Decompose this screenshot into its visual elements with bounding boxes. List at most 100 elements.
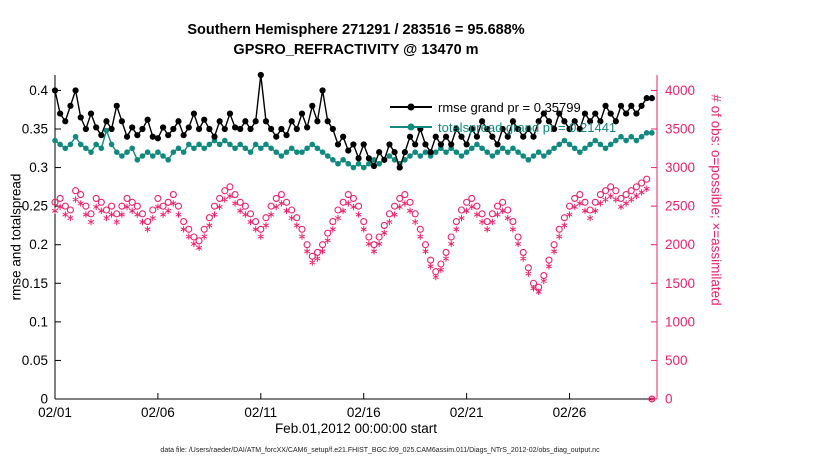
totalspread-marker bbox=[335, 160, 341, 167]
rmse-marker bbox=[576, 125, 583, 133]
x-tick-label: 02/21 bbox=[450, 405, 484, 420]
rmse-marker bbox=[612, 118, 619, 125]
totalspread-marker bbox=[638, 133, 645, 140]
totalspread-marker bbox=[191, 145, 197, 152]
totalspread-marker bbox=[330, 157, 336, 163]
possible-obs-marker bbox=[545, 256, 553, 264]
totalspread-marker bbox=[355, 160, 362, 167]
totalspread-marker bbox=[592, 137, 599, 144]
rmse-marker bbox=[314, 118, 321, 125]
rmse-marker bbox=[129, 124, 136, 131]
rmse-marker bbox=[293, 125, 300, 133]
rmse-marker bbox=[355, 155, 362, 162]
possible-obs-marker bbox=[421, 241, 430, 249]
right-y-tick-label: 2500 bbox=[665, 199, 695, 214]
rmse-marker bbox=[602, 102, 609, 109]
totalspread-marker bbox=[468, 145, 475, 152]
rmse-marker bbox=[298, 110, 306, 117]
totalspread-marker bbox=[196, 141, 202, 148]
rmse-marker bbox=[252, 118, 259, 125]
possible-obs-marker bbox=[576, 191, 584, 199]
possible-obs-marker bbox=[524, 264, 532, 272]
rmse-marker bbox=[545, 118, 553, 125]
rmse-marker bbox=[113, 102, 120, 109]
rmse-marker bbox=[123, 133, 131, 140]
possible-obs-marker bbox=[180, 218, 188, 226]
totalspread-marker bbox=[417, 153, 424, 159]
possible-obs-marker bbox=[457, 206, 466, 214]
rmse-marker bbox=[72, 87, 79, 94]
totalspread-marker bbox=[479, 145, 485, 152]
rmse-marker bbox=[324, 118, 331, 125]
totalspread-marker bbox=[309, 141, 316, 148]
rmse-marker bbox=[216, 118, 223, 125]
x-tick-label: 02/16 bbox=[347, 405, 381, 420]
rmse-marker bbox=[304, 124, 311, 131]
rmse-marker bbox=[587, 118, 594, 125]
rmse-marker bbox=[448, 141, 455, 148]
totalspread-marker bbox=[422, 149, 429, 155]
rmse-marker bbox=[134, 132, 141, 139]
rmse-marker bbox=[633, 110, 640, 117]
rmse-marker bbox=[391, 149, 398, 156]
totalspread-marker bbox=[535, 149, 542, 155]
totalspread-marker bbox=[458, 153, 465, 159]
possible-obs-marker bbox=[627, 187, 635, 195]
possible-obs-marker bbox=[565, 202, 574, 210]
totalspread-marker bbox=[247, 149, 254, 155]
rmse-marker bbox=[51, 87, 59, 94]
totalspread-marker bbox=[597, 141, 604, 148]
possible-obs-marker bbox=[427, 256, 435, 264]
right-y-tick-label: 1500 bbox=[665, 276, 695, 291]
legend-item-rmse: rmse grand pr = 0.35799 bbox=[390, 97, 616, 117]
rmse-marker bbox=[365, 155, 372, 162]
rmse-marker bbox=[597, 118, 604, 125]
totalspread-marker bbox=[119, 153, 125, 159]
rmse-marker bbox=[108, 125, 115, 133]
totalspread-marker bbox=[366, 160, 372, 167]
totalspread-marker bbox=[83, 145, 89, 152]
totalspread-marker bbox=[134, 157, 141, 163]
possible-obs-marker bbox=[380, 221, 388, 229]
left-y-tick-label: 0.15 bbox=[22, 276, 48, 291]
totalspread-marker bbox=[643, 130, 650, 136]
rmse-marker bbox=[334, 141, 342, 148]
right-y-tick-label: 2000 bbox=[665, 237, 695, 252]
possible-obs-marker bbox=[473, 202, 481, 210]
rmse-marker bbox=[103, 118, 110, 125]
possible-obs-marker bbox=[370, 241, 378, 249]
totalspread-marker bbox=[407, 153, 413, 159]
possible-obs-marker bbox=[56, 194, 64, 202]
totalspread-marker bbox=[288, 145, 295, 152]
rmse-marker bbox=[381, 156, 388, 163]
possible-obs-marker bbox=[293, 214, 301, 222]
rmse-marker bbox=[643, 95, 650, 102]
totalspread-marker bbox=[227, 141, 233, 148]
rmse-marker bbox=[67, 102, 74, 109]
rmse-marker bbox=[638, 102, 645, 109]
rmse-marker bbox=[149, 133, 156, 140]
rmse-marker bbox=[550, 125, 558, 133]
rmse-marker bbox=[201, 116, 208, 123]
totalspread-marker bbox=[453, 149, 460, 155]
possible-obs-marker bbox=[164, 198, 172, 206]
possible-obs-marker bbox=[77, 191, 85, 199]
rmse-marker bbox=[427, 149, 434, 156]
rmse-marker bbox=[226, 110, 234, 117]
totalspread-marker bbox=[294, 149, 300, 155]
rmse-marker bbox=[195, 125, 203, 133]
totalspread-marker bbox=[432, 149, 439, 155]
rmse-marker bbox=[77, 114, 84, 121]
possible-obs-marker bbox=[432, 268, 440, 276]
totalspread-marker bbox=[185, 141, 192, 148]
possible-obs-marker bbox=[550, 241, 558, 249]
rmse-marker bbox=[478, 118, 486, 125]
rmse-marker bbox=[288, 118, 295, 125]
totalspread-marker bbox=[530, 153, 537, 159]
rmse-marker bbox=[87, 110, 95, 117]
possible-obs-marker bbox=[190, 233, 198, 241]
possible-obs-marker bbox=[540, 272, 548, 280]
possible-obs-marker bbox=[200, 225, 208, 233]
rmse-marker bbox=[154, 135, 162, 142]
rmse-marker bbox=[309, 102, 316, 109]
